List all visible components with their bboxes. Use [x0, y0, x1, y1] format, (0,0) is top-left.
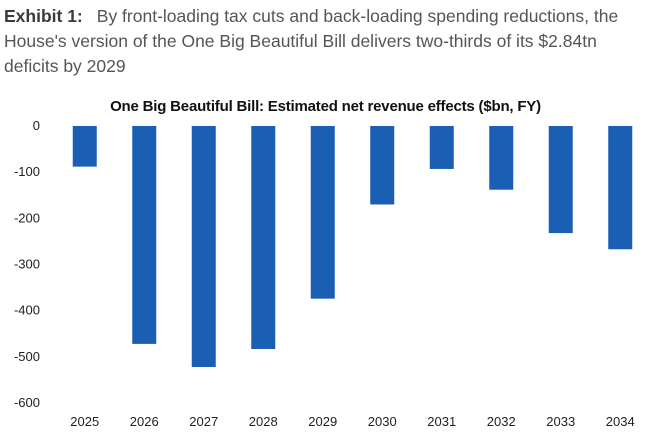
exhibit-text: By front-loading tax cuts and back-loadi… — [4, 6, 619, 76]
x-tick-label: 2027 — [189, 414, 218, 429]
bar-2027 — [191, 126, 216, 367]
x-tick-label: 2033 — [546, 414, 575, 429]
x-tick-label: 2025 — [70, 414, 99, 429]
bar-2034 — [608, 126, 633, 250]
exhibit-label: Exhibit 1: — [4, 6, 83, 26]
y-tick-label: -500 — [14, 349, 40, 364]
bar-2029 — [310, 126, 335, 299]
bar-2028 — [251, 126, 276, 349]
x-tick-label: 2026 — [130, 414, 159, 429]
x-tick-label: 2029 — [308, 414, 337, 429]
y-tick-label: -300 — [14, 257, 40, 272]
x-tick-label: 2031 — [427, 414, 456, 429]
y-tick-label: 0 — [33, 118, 40, 133]
chart-title: One Big Beautiful Bill: Estimated net re… — [110, 98, 541, 115]
bar-2031 — [429, 126, 454, 169]
x-tick-label: 2028 — [249, 414, 278, 429]
exhibit-caption: Exhibit 1: By front-loading tax cuts and … — [4, 4, 644, 79]
y-tick-label: -400 — [14, 303, 40, 318]
bar-2033 — [548, 126, 573, 234]
bar-2032 — [489, 126, 514, 190]
y-tick-label: -200 — [14, 210, 40, 225]
bar-2026 — [132, 126, 157, 344]
y-tick-label: -600 — [14, 395, 40, 410]
x-tick-label: 2030 — [368, 414, 397, 429]
bar-2030 — [370, 126, 395, 205]
y-tick-label: -100 — [14, 164, 40, 179]
bar-2025 — [72, 126, 97, 167]
x-tick-label: 2034 — [606, 414, 635, 429]
x-tick-label: 2032 — [487, 414, 516, 429]
